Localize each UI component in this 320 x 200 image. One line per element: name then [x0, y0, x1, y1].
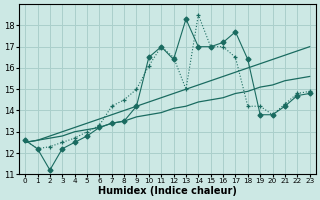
X-axis label: Humidex (Indice chaleur): Humidex (Indice chaleur)	[98, 186, 237, 196]
